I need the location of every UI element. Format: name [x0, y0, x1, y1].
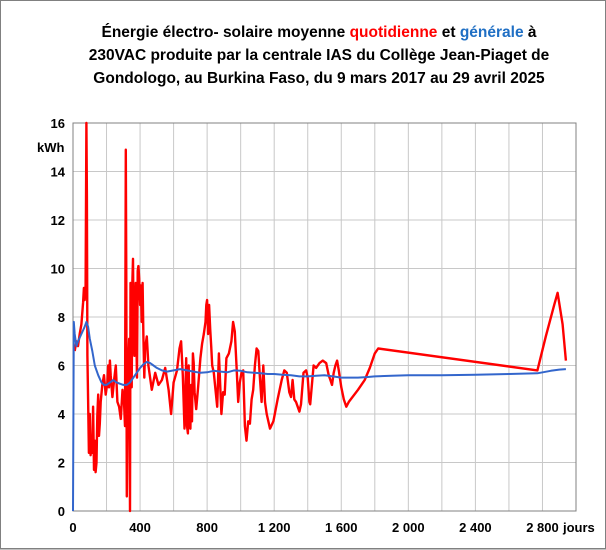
y-tick-label: 0	[58, 504, 65, 519]
series-generale-line	[72, 320, 566, 512]
y-tick-label: 2	[58, 456, 65, 471]
chart-title-line-1: Énergie électro- solaire moyenne quotidi…	[101, 24, 536, 41]
y-tick-label: 6	[58, 359, 65, 374]
y-tick-label: 16	[51, 116, 65, 131]
y-tick-label: 10	[51, 262, 65, 277]
title-text-end: à	[524, 24, 537, 41]
x-tick-label: 0	[69, 520, 76, 535]
title-text-start: Énergie électro- solaire moyenne	[101, 24, 349, 41]
chart-title-line-3: Gondologo, au Burkina Faso, du 9 mars 20…	[93, 70, 545, 87]
y-tick-label: 8	[58, 310, 65, 325]
x-tick-label: 2 800	[526, 520, 559, 535]
y-tick-label: 12	[51, 213, 65, 228]
y-axis-label: kWh	[37, 140, 65, 155]
grid	[72, 122, 577, 512]
series-quotidienne-line	[73, 121, 568, 513]
chart-title-line-2: 230VAC produite par la centrale IAS du C…	[89, 47, 550, 64]
x-tick-label: 1 200	[258, 520, 291, 535]
x-tick-labels: 0 400 800 1 200 1 600 2 000 2 400 2 800	[69, 520, 558, 535]
title-text-mid: et	[437, 24, 459, 41]
x-tick-label: 2 000	[392, 520, 425, 535]
x-tick-label: 800	[196, 520, 218, 535]
y-tick-label: 14	[51, 165, 66, 180]
plot-border	[72, 122, 577, 512]
title-quotidienne-label: quotidienne	[350, 24, 438, 41]
y-tick-label: 4	[58, 407, 66, 422]
title-generale-label: générale	[460, 24, 524, 41]
x-tick-label: 2 400	[459, 520, 492, 535]
x-tick-label: 1 600	[325, 520, 358, 535]
x-tick-label: 400	[129, 520, 151, 535]
x-axis-label: jours	[562, 520, 595, 535]
y-tick-labels: 0 2 4 6 8 10 12 14 16	[51, 116, 66, 519]
